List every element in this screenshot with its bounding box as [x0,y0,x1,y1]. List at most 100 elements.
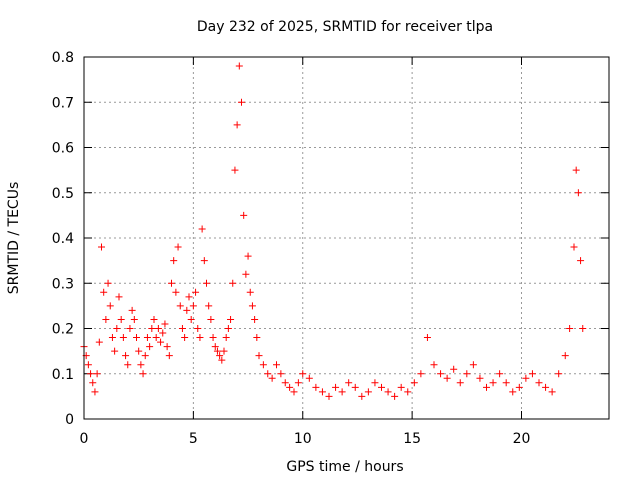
y-tick-label: 0.4 [52,231,74,247]
data-point [93,370,101,378]
data-point [117,315,125,323]
data-point [139,370,147,378]
data-point [378,383,385,391]
data-point [159,329,167,337]
y-tick-label: 0.6 [52,141,74,157]
data-point [181,334,189,342]
data-point [579,325,587,332]
data-point [496,370,504,378]
grid-lines [84,57,609,419]
x-tick-label: 15 [403,431,421,447]
data-point [203,279,210,287]
data-point [128,306,136,314]
data-point [566,325,574,332]
data-point [108,334,116,342]
data-point [170,257,178,265]
data-point [259,361,267,369]
data-point [194,325,202,332]
data-point [522,374,530,382]
data-point [417,370,425,378]
data-points [80,62,587,400]
data-point [207,315,215,323]
data-point [542,383,550,391]
data-point [119,334,127,342]
data-point [187,315,195,323]
data-point [273,361,280,369]
data-point [469,361,477,369]
data-point [294,379,302,387]
data-point [172,288,180,296]
data-point [255,352,263,360]
data-point [141,352,149,360]
data-point [443,374,451,382]
data-point [244,252,252,260]
data-point [430,361,438,369]
data-point [178,325,186,332]
data-point [391,392,399,400]
data-point [216,352,224,360]
data-point [246,288,254,296]
data-point [240,211,248,219]
data-point [98,243,105,251]
data-point [515,383,523,391]
data-point [135,347,143,355]
data-point [183,306,191,314]
y-tick-label: 0.7 [52,95,74,111]
y-tick-label: 0.8 [52,50,74,66]
y-tick-label: 0.3 [52,276,74,292]
data-point [126,325,134,332]
data-point [168,279,175,287]
y-tick-label: 0.1 [52,367,74,383]
data-point [277,370,285,378]
plot-frame [83,56,610,420]
data-point [364,388,372,396]
data-point [137,361,145,369]
x-tick-label: 5 [189,431,198,447]
data-point [87,370,95,378]
data-point [423,334,431,342]
x-tick-label: 10 [294,431,312,447]
data-point [192,288,200,296]
data-point [570,243,578,251]
data-point [222,334,230,342]
data-point [163,343,171,351]
data-point [450,365,458,373]
data-point [404,388,412,396]
data-point [218,356,226,364]
data-point [104,279,112,287]
data-point [248,302,256,310]
data-point [189,302,197,310]
data-point [235,62,243,70]
data-point [150,315,158,323]
data-point [233,121,241,129]
data-point [238,98,245,106]
data-point [577,257,585,265]
data-point [133,334,140,342]
data-point [143,334,151,342]
data-point [286,383,294,391]
chart-title: Day 232 of 2025, SRMTID for receiver tlp… [197,19,493,35]
data-point [84,361,92,369]
x-axis-label: GPS time / hours [286,459,403,475]
data-point [185,293,193,301]
y-tick-label: 0 [65,412,74,428]
data-point [165,352,173,360]
data-point [483,383,490,391]
data-point [130,315,138,323]
data-point [332,383,340,391]
data-point [476,374,484,382]
data-point [574,189,582,197]
data-point [253,334,261,342]
data-point [242,270,250,278]
data-point [174,243,182,251]
data-point [213,347,221,355]
data-point [154,325,162,332]
data-point [106,302,114,310]
data-point [113,325,121,332]
data-point [325,392,333,400]
data-point [95,338,103,346]
data-point [124,361,132,369]
data-point [561,352,569,360]
data-point [345,379,353,387]
